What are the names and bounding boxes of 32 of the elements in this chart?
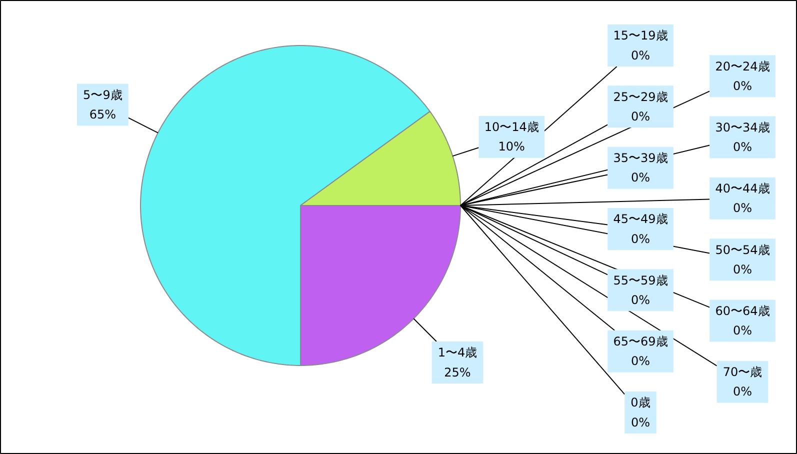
text: 0% <box>630 232 650 246</box>
category-label: 35〜39歳 <box>613 151 668 166</box>
text: 0% <box>732 384 752 399</box>
category-label: 70〜歳 <box>722 365 762 380</box>
category-label: 20〜24歳 <box>715 59 770 74</box>
text: 0% <box>732 201 752 216</box>
text: 0% <box>630 292 650 307</box>
category-label: 60〜64歳 <box>715 304 770 318</box>
category-label: 65〜69歳 <box>613 334 668 349</box>
text: 0% <box>732 78 752 93</box>
text: 0% <box>732 262 752 276</box>
category-label: 25〜29歳 <box>613 90 668 104</box>
category-label: 15〜19歳 <box>613 28 668 43</box>
text: 0% <box>732 140 752 154</box>
text: 0% <box>630 415 650 430</box>
text: 0% <box>732 324 752 338</box>
category-label: 50〜54歳 <box>715 242 770 257</box>
slice-label: 5〜9歳 <box>83 88 122 102</box>
data-label: 10% <box>498 140 525 154</box>
category-label: 55〜59歳 <box>613 273 668 288</box>
text: 0% <box>630 354 650 368</box>
slice-label: 1〜4歳 <box>438 346 478 360</box>
slice-label: 10〜14歳 <box>484 120 539 134</box>
text: 0% <box>630 109 650 124</box>
text: 0% <box>630 170 650 185</box>
category-label: 40〜44歳 <box>715 182 770 196</box>
text: 0% <box>630 48 650 62</box>
category-label: 30〜34歳 <box>715 120 770 134</box>
data-label: 65% <box>89 108 116 122</box>
category-label: 0歳 <box>630 396 650 410</box>
category-label: 45〜49歳 <box>613 212 668 226</box>
data-label: 25% <box>444 365 471 380</box>
